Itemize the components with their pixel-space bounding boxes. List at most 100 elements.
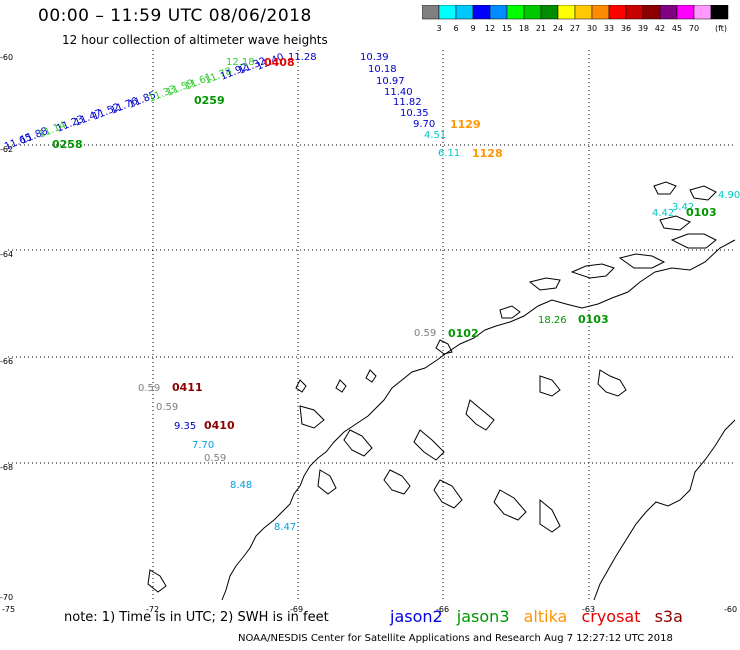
- lat-label: -62: [0, 145, 13, 154]
- colorbar-tick-label: 45: [672, 24, 682, 33]
- colorbar-swatch: [523, 5, 542, 20]
- colorbar-swatch: [506, 5, 525, 20]
- time-label: 0103: [686, 206, 717, 219]
- colorbar-tick-label: 39: [638, 24, 648, 33]
- colorbar-swatch: [557, 5, 576, 20]
- page-title: 00:00 – 11:59 UTC 08/06/2018: [38, 6, 312, 26]
- obs-label: 11.40: [384, 87, 413, 98]
- colorbar-swatch: [422, 5, 440, 20]
- colorbar-swatch: [540, 5, 559, 20]
- map-frame: [8, 50, 735, 600]
- obs-label: 4.51: [424, 130, 446, 141]
- obs-label: 9.70: [413, 119, 435, 130]
- obs-label: 11.28: [288, 52, 317, 63]
- obs-label: 10.97: [376, 76, 405, 87]
- colorbar-tick-label: 33: [604, 24, 614, 33]
- legend-altika: altika: [523, 607, 568, 626]
- time-label: 0102: [448, 327, 479, 340]
- time-label: 0410: [204, 419, 235, 432]
- satellite-legend: jason2 jason3 altika cryosat s3a: [390, 607, 692, 626]
- colorbar-swatch: [642, 5, 661, 20]
- colorbar-tick-label: 3: [436, 24, 441, 33]
- obs-label: 7.70: [192, 440, 214, 451]
- colorbar-swatch: [489, 5, 508, 20]
- obs-label: 11.82: [393, 97, 422, 108]
- graticule: [8, 50, 735, 600]
- colorbar-tick-label: 6: [453, 24, 458, 33]
- colorbar: 3 6 9 12 15 18 21 24 27 30 33 36 39 42 45 70 (ft): [422, 5, 729, 33]
- colorbar-swatch: [676, 5, 695, 20]
- obs-label: 4.42: [652, 208, 674, 219]
- colorbar-tick-label: 70: [689, 24, 699, 33]
- time-label: 0408: [264, 56, 295, 69]
- coastline: [147, 181, 736, 601]
- lon-label: -75: [2, 605, 15, 614]
- obs-label: 3.42: [672, 202, 694, 213]
- colorbar-swatch: [574, 5, 593, 20]
- colorbar-tick-label: 15: [502, 24, 512, 33]
- colorbar-swatches: [422, 5, 729, 20]
- legend-s3a: s3a: [654, 607, 683, 626]
- colorbar-tick-label: 42: [655, 24, 665, 33]
- time-label: 0258: [52, 138, 83, 151]
- time-label: 0103: [578, 313, 609, 326]
- colorbar-labels: 3 6 9 12 15 18 21 24 27 30 33 36 39 42 45 70 (ft): [436, 24, 727, 33]
- colorbar-swatch: [659, 5, 678, 20]
- lon-label: -66: [436, 605, 449, 614]
- note-text: note: 1) Time is in UTC; 2) SWH is in fe…: [64, 610, 329, 625]
- obs-label: 6.11: [438, 148, 460, 159]
- colorbar-swatch: [591, 5, 610, 20]
- time-label: 0259: [194, 94, 225, 107]
- obs-label: 9.35: [174, 421, 196, 432]
- colorbar-swatch: [693, 5, 712, 20]
- obs-label: 12.18: [226, 57, 255, 68]
- obs-label: 0.59: [138, 383, 160, 394]
- page-subtitle: 12 hour collection of altimeter wave hei…: [62, 33, 328, 47]
- lon-label: -69: [290, 605, 303, 614]
- lon-axis-labels: -75 -72 -69 -66 -63 -60: [2, 605, 737, 614]
- lon-label: -60: [724, 605, 737, 614]
- colorbar-unit: (ft): [715, 24, 727, 33]
- time-label: 0411: [172, 381, 203, 394]
- colorbar-tick-label: 12: [485, 24, 495, 33]
- colorbar-swatch: [608, 5, 627, 20]
- obs-label: 10.39: [360, 52, 389, 63]
- colorbar-tick-label: 30: [587, 24, 597, 33]
- colorbar-swatch: [625, 5, 644, 20]
- time-label: 1129: [450, 118, 481, 131]
- lat-label: -60: [0, 53, 13, 62]
- lat-label: -64: [0, 250, 13, 259]
- colorbar-tick-label: 18: [519, 24, 529, 33]
- obs-label: 0.59: [204, 453, 226, 464]
- colorbar-swatch: [710, 5, 729, 20]
- obs-label: 8.47: [274, 522, 296, 533]
- legend-jason2: jason2: [390, 607, 443, 626]
- lat-axis-labels: -60 -62 -64 -66 -68 -70: [0, 53, 13, 602]
- colorbar-tick-label: 36: [621, 24, 631, 33]
- colorbar-tick-label: 24: [553, 24, 563, 33]
- track-labels: 11.65 11.88 11.14 11.23 11.47 11.52 11.7…: [3, 52, 740, 533]
- legend-cryosat: cryosat: [581, 607, 641, 626]
- obs-label: 0.59: [414, 328, 436, 339]
- lat-label: -70: [0, 593, 13, 602]
- colorbar-tick-label: 21: [536, 24, 546, 33]
- obs-label: 0.59: [156, 402, 178, 413]
- colorbar-tick-label: 27: [570, 24, 580, 33]
- legend-jason3: jason3: [456, 607, 510, 626]
- credit-line: NOAA/NESDIS Center for Satellite Applica…: [238, 633, 673, 644]
- lat-label: -66: [0, 357, 13, 366]
- lat-label: -68: [0, 463, 13, 472]
- lon-label: -63: [582, 605, 595, 614]
- obs-label: 18.26: [538, 315, 567, 326]
- colorbar-swatch: [455, 5, 474, 20]
- colorbar-swatch: [438, 5, 457, 20]
- lon-label: -72: [146, 605, 159, 614]
- obs-label: 10.18: [368, 64, 397, 75]
- obs-label: 8.48: [230, 480, 252, 491]
- obs-label: 4.90: [718, 190, 740, 201]
- colorbar-swatch: [472, 5, 491, 20]
- colorbar-tick-label: 9: [470, 24, 475, 33]
- time-label: 1128: [472, 147, 503, 160]
- obs-label: 10.35: [400, 108, 429, 119]
